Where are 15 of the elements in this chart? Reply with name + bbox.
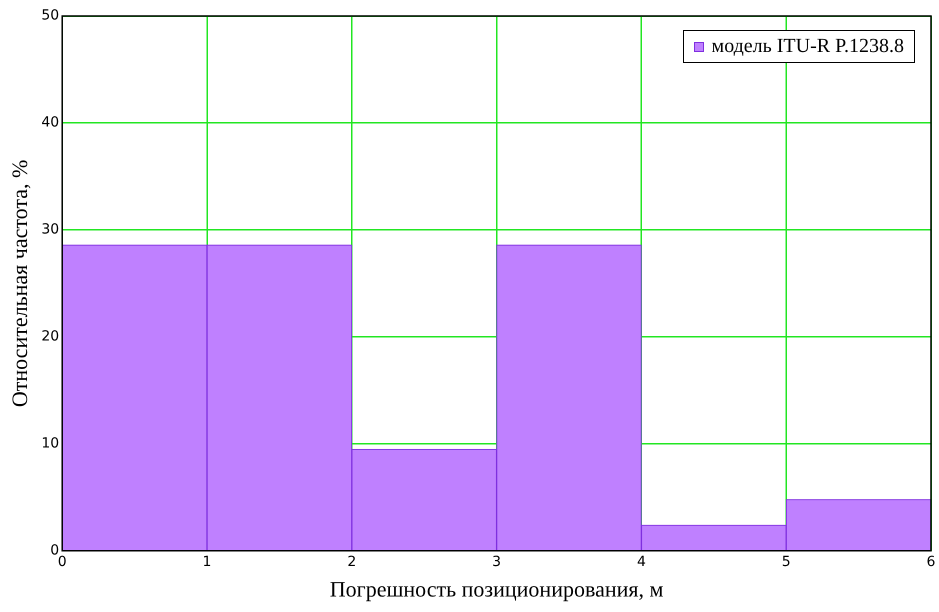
- x-axis-title: Погрешность позиционирования, м: [330, 576, 664, 602]
- y-tick-label: 40: [41, 114, 60, 131]
- y-tick-label: 20: [41, 328, 60, 345]
- x-tick-label: 3: [492, 554, 502, 570]
- y-tick-label: 30: [41, 222, 60, 238]
- x-tick-label: 2: [347, 554, 356, 570]
- y-tick-label: 10: [41, 435, 60, 452]
- y-tick-label: 50: [41, 8, 60, 24]
- x-tick-label: 1: [202, 554, 212, 570]
- x-tick-label: 4: [636, 554, 646, 570]
- y-axis-title: Относительная частота, %: [6, 160, 32, 408]
- x-tick-label: 5: [782, 554, 791, 570]
- x-tick-label: 6: [926, 554, 936, 570]
- y-tick-label: 0: [50, 542, 60, 558]
- legend-label: модель ITU-R P.1238.8: [712, 35, 904, 58]
